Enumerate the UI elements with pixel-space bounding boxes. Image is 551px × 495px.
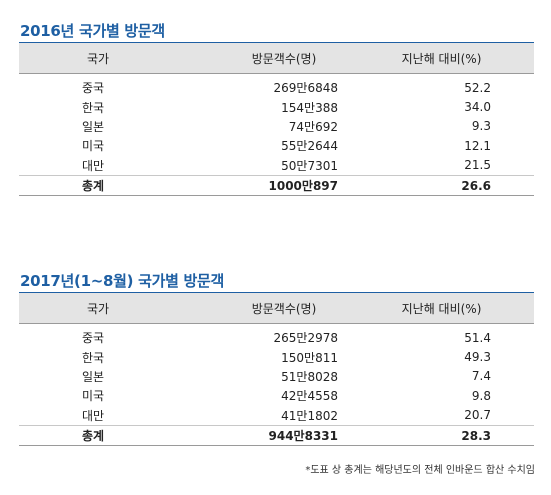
cell-change: 34.0 bbox=[464, 100, 491, 115]
cell-change: 12.1 bbox=[464, 138, 491, 153]
cell-visitors: 42만4558 bbox=[281, 389, 338, 404]
header-visitors: 방문객수(명) bbox=[251, 51, 317, 66]
cell-visitors: 55만2644 bbox=[281, 139, 338, 154]
cell-country: 중국 bbox=[82, 81, 105, 96]
cell-country: 대만 bbox=[82, 408, 105, 423]
cell-visitors: 74만692 bbox=[288, 119, 338, 134]
table-title: 2017년(1~8월) 국가별 방문객 bbox=[19, 270, 534, 293]
total-change: 28.3 bbox=[461, 428, 491, 443]
cell-visitors: 150만811 bbox=[281, 350, 338, 365]
cell-country: 대만 bbox=[82, 158, 105, 173]
cell-change: 51.4 bbox=[464, 330, 491, 345]
table-body: 중국 265만2978 51.4 한국 150만811 49.3 일본 51만8… bbox=[19, 324, 534, 447]
table-row: 중국 269만6848 52.2 bbox=[19, 78, 534, 97]
table-row: 미국 42만4558 9.8 bbox=[19, 386, 534, 405]
cell-visitors: 269만6848 bbox=[273, 81, 338, 96]
cell-country: 중국 bbox=[82, 331, 105, 346]
cell-country: 한국 bbox=[82, 100, 105, 115]
table-row: 중국 265만2978 51.4 bbox=[19, 328, 534, 347]
cell-change: 49.3 bbox=[464, 350, 491, 365]
total-row: 총계 944만8331 28.3 bbox=[19, 424, 534, 445]
cell-change: 21.5 bbox=[464, 158, 491, 173]
total-change: 26.6 bbox=[461, 178, 491, 193]
table-row: 한국 154만388 34.0 bbox=[19, 97, 534, 116]
table-row: 대만 50만7301 21.5 bbox=[19, 156, 534, 175]
table-header: 국가 방문객수(명) 지난해 대비(%) bbox=[19, 43, 534, 74]
header-visitors: 방문객수(명) bbox=[251, 301, 317, 316]
cell-change: 9.8 bbox=[471, 388, 491, 403]
cell-visitors: 41만1802 bbox=[281, 408, 338, 423]
cell-change: 20.7 bbox=[464, 408, 491, 423]
table-row: 대만 41만1802 20.7 bbox=[19, 406, 534, 425]
cell-country: 일본 bbox=[82, 119, 105, 134]
header-change: 지난해 대비(%) bbox=[401, 301, 482, 316]
table-title: 2016년 국가별 방문객 bbox=[19, 20, 534, 43]
cell-change: 52.2 bbox=[464, 80, 491, 95]
table-row: 일본 51만8028 7.4 bbox=[19, 367, 534, 386]
total-label: 총계 bbox=[82, 429, 105, 444]
cell-country: 한국 bbox=[82, 350, 105, 365]
cell-visitors: 50만7301 bbox=[281, 158, 338, 173]
table-header: 국가 방문객수(명) 지난해 대비(%) bbox=[19, 293, 534, 324]
total-visitors: 944만8331 bbox=[268, 429, 339, 444]
cell-country: 미국 bbox=[82, 389, 105, 404]
table-2016: 2016년 국가별 방문객 국가 방문객수(명) 지난해 대비(%) 중국 26… bbox=[19, 20, 534, 197]
cell-visitors: 154만388 bbox=[281, 100, 338, 115]
header-country: 국가 bbox=[87, 301, 110, 316]
cell-country: 일본 bbox=[82, 369, 105, 384]
cell-visitors: 265만2978 bbox=[273, 331, 338, 346]
total-label: 총계 bbox=[82, 179, 105, 194]
total-row: 총계 1000만897 26.6 bbox=[19, 174, 534, 195]
footnote: *도표 상 총계는 해당년도의 전체 인바운드 합산 수치임 bbox=[305, 465, 535, 476]
cell-change: 9.3 bbox=[471, 119, 491, 134]
table-row: 일본 74만692 9.3 bbox=[19, 117, 534, 136]
table-2017: 2017년(1~8월) 국가별 방문객 국가 방문객수(명) 지난해 대비(%)… bbox=[19, 270, 534, 447]
table-body: 중국 269만6848 52.2 한국 154만388 34.0 일본 74만6… bbox=[19, 74, 534, 197]
table-row: 한국 150만811 49.3 bbox=[19, 347, 534, 366]
header-country: 국가 bbox=[87, 51, 110, 66]
cell-country: 미국 bbox=[82, 139, 105, 154]
total-visitors: 1000만897 bbox=[268, 179, 339, 194]
table-row: 미국 55만2644 12.1 bbox=[19, 136, 534, 155]
cell-change: 7.4 bbox=[471, 369, 491, 384]
cell-visitors: 51만8028 bbox=[281, 369, 338, 384]
header-change: 지난해 대비(%) bbox=[401, 51, 482, 66]
